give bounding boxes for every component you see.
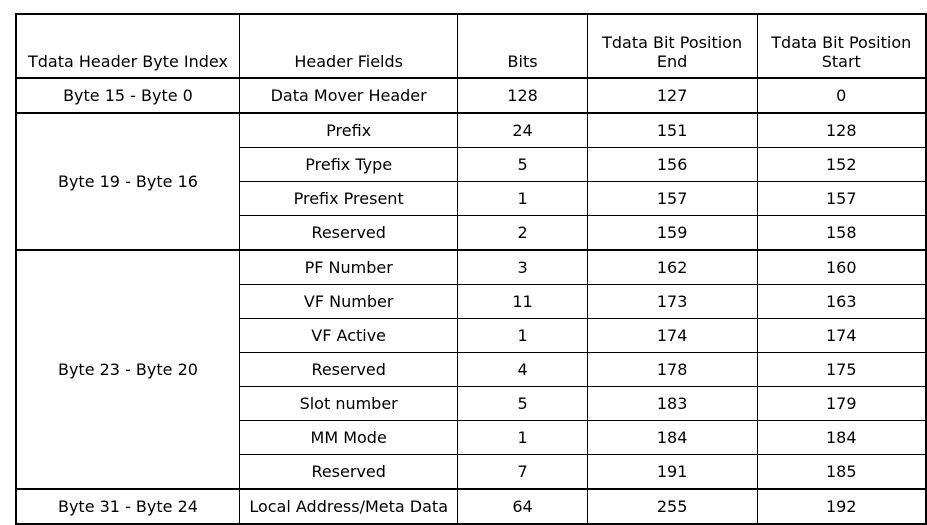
bits-cell: 11 (457, 284, 588, 319)
field-cell: Local Address/Meta Data (238, 488, 459, 525)
bits-cell: 4 (457, 352, 588, 387)
table-row: Byte 31 - Byte 24 Local Address/Meta Dat… (15, 488, 927, 525)
end-cell: 159 (586, 215, 758, 251)
byte-index-cell: Byte 15 - Byte 0 (15, 77, 240, 114)
end-cell: 191 (586, 454, 758, 490)
start-cell: 157 (756, 181, 927, 216)
field-cell: Reserved (238, 215, 459, 251)
start-cell: 192 (756, 488, 927, 525)
bits-cell: 3 (457, 249, 588, 285)
start-cell: 163 (756, 284, 927, 319)
end-cell: 174 (586, 318, 758, 353)
table-row: Reserved 4 178 175 (16, 352, 927, 387)
table-row: Prefix Present 1 157 157 (16, 181, 927, 216)
bits-cell: 64 (457, 488, 588, 525)
start-cell: 184 (756, 420, 927, 455)
field-cell: PF Number (238, 249, 459, 285)
field-cell: Reserved (238, 352, 459, 387)
start-cell: 158 (756, 215, 927, 251)
header-bits: Bits (457, 13, 588, 79)
end-cell: 156 (586, 147, 758, 182)
end-cell: 183 (586, 386, 758, 421)
bits-cell: 5 (457, 386, 588, 421)
bits-cell: 24 (457, 112, 588, 148)
end-cell: 255 (586, 488, 758, 525)
start-cell: 160 (756, 249, 927, 285)
table-row: MM Mode 1 184 184 (16, 420, 927, 455)
field-cell: Reserved (238, 454, 459, 490)
field-cell: Prefix Type (238, 147, 459, 182)
end-cell: 173 (586, 284, 758, 319)
bits-cell: 1 (457, 181, 588, 216)
start-cell: 0 (756, 77, 927, 114)
byte-index-cell: Byte 19 - Byte 16 (15, 112, 240, 251)
table-row: VF Active 1 174 174 (16, 318, 927, 353)
start-cell: 175 (756, 352, 927, 387)
field-cell: VF Active (238, 318, 459, 353)
field-cell: Prefix (238, 112, 459, 148)
table-row: Slot number 5 183 179 (16, 386, 927, 421)
start-cell: 128 (756, 112, 927, 148)
bits-cell: 2 (457, 215, 588, 251)
end-cell: 151 (586, 112, 758, 148)
field-cell: MM Mode (238, 420, 459, 455)
table-header-row: Tdata Header Byte Index Header Fields Bi… (15, 13, 927, 79)
header-byte-index: Tdata Header Byte Index (15, 13, 240, 79)
header-bit-position-start: Tdata Bit Position Start (756, 13, 927, 79)
bits-cell: 128 (457, 77, 588, 114)
start-cell: 152 (756, 147, 927, 182)
header-bit-position-end: Tdata Bit Position End (586, 13, 758, 79)
start-cell: 179 (756, 386, 927, 421)
table-row: Reserved 2 159 158 (16, 215, 927, 251)
end-cell: 162 (586, 249, 758, 285)
tdata-header-table: Tdata Header Byte Index Header Fields Bi… (15, 13, 927, 525)
bits-cell: 5 (457, 147, 588, 182)
table-row: Byte 15 - Byte 0 Data Mover Header 128 1… (15, 77, 927, 114)
end-cell: 184 (586, 420, 758, 455)
table-row: Reserved 7 191 185 (16, 454, 927, 490)
field-cell: Prefix Present (238, 181, 459, 216)
end-cell: 157 (586, 181, 758, 216)
table-row: VF Number 11 173 163 (16, 284, 927, 319)
end-cell: 178 (586, 352, 758, 387)
table-row: Byte 23 - Byte 20 PF Number 3 162 160 (15, 249, 927, 490)
end-cell: 127 (586, 77, 758, 114)
bits-cell: 1 (457, 420, 588, 455)
bits-cell: 7 (457, 454, 588, 490)
start-cell: 185 (756, 454, 927, 490)
bits-cell: 1 (457, 318, 588, 353)
table-row: Byte 19 - Byte 16 Prefix 24 151 128 (15, 112, 927, 251)
field-cell: Slot number (238, 386, 459, 421)
field-cell: Data Mover Header (238, 77, 459, 114)
header-fields: Header Fields (238, 13, 459, 79)
byte-index-cell: Byte 23 - Byte 20 (15, 249, 240, 490)
byte-index-cell: Byte 31 - Byte 24 (15, 488, 240, 525)
start-cell: 174 (756, 318, 927, 353)
field-cell: VF Number (238, 284, 459, 319)
